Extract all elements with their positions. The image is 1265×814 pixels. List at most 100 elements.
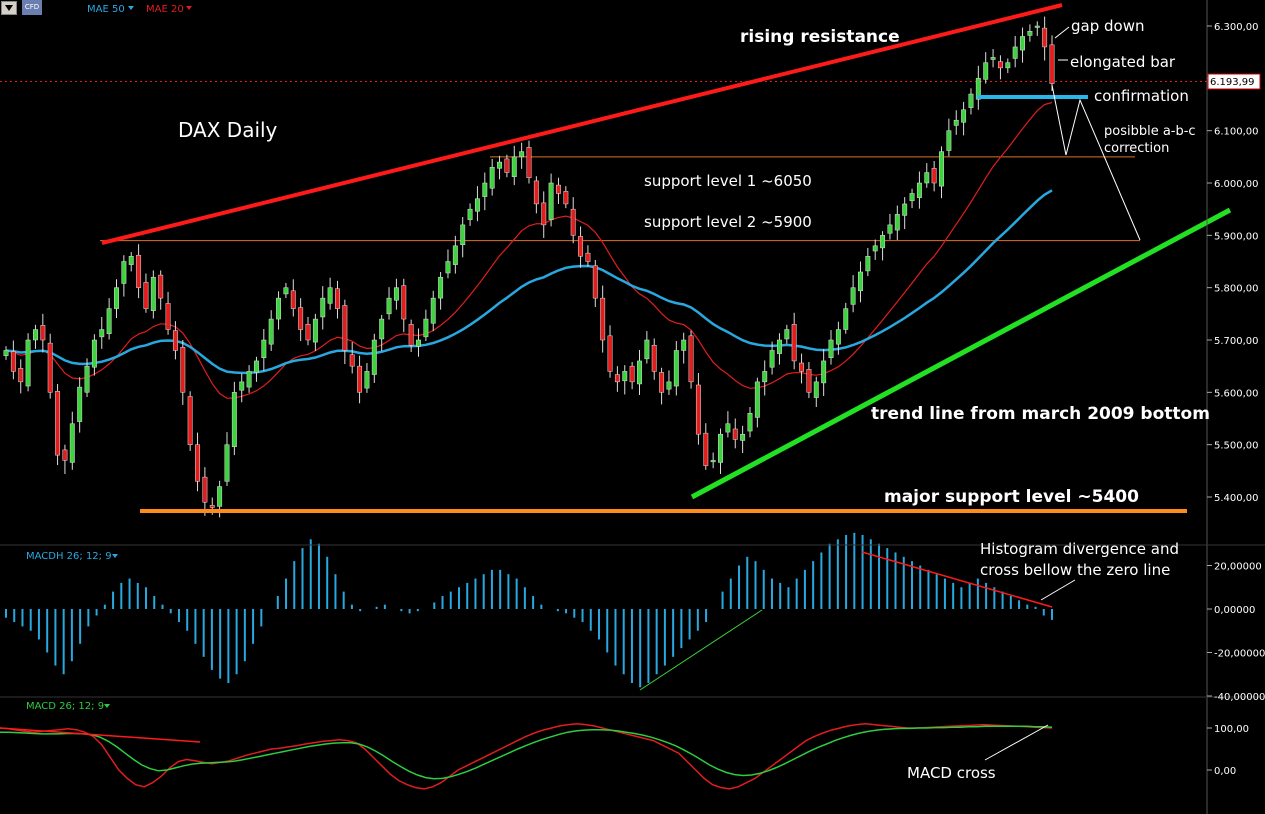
label-major-support: major support level ~5400 [884,487,1139,507]
candle-body [953,119,959,126]
candle-body [563,191,569,205]
candle-body [806,369,812,393]
candle-body [769,350,775,368]
candle-body [276,297,282,320]
legend-macdh[interactable]: MACDH 26; 12; 9 [26,551,112,562]
candle-body [821,360,827,384]
candle-body [224,444,230,482]
label-hist-divergence-1: Histogram divergence and [980,540,1179,558]
candle-body [614,374,620,383]
candle-body [364,371,370,389]
label-rising-resistance: rising resistance [740,27,900,47]
candle-body [622,371,628,382]
candle-body [1042,27,1048,48]
candle-body [909,193,915,202]
candle-body [931,168,937,184]
candle-body [946,130,952,151]
candle-body [799,362,805,372]
candle-body [393,287,399,301]
abc-correction-path [1051,84,1141,241]
candle-body [865,256,871,272]
candle-body [754,381,760,418]
candle-body [695,384,701,435]
macd-axis-tick-label: 0,00 [1214,766,1236,777]
candle-body [489,167,495,189]
candle-body [77,386,83,422]
candle-body [725,423,731,433]
candle-body [452,245,458,265]
candle-body [312,318,318,343]
legend-mae50[interactable]: MAE 50 [87,4,125,15]
candle-body [880,235,886,249]
candle-body [62,449,68,461]
candle-body [1012,46,1018,59]
menu-button[interactable] [1,1,17,15]
candle-body [445,261,451,274]
candle-body [114,287,119,309]
candle-body [106,308,112,334]
legend-mae20[interactable]: MAE 20 [146,4,184,15]
macdh-axis-tick-label: 0,00000 [1214,605,1255,616]
candle-body [172,330,178,351]
mae50-dropdown-icon[interactable] [128,6,134,10]
label-gap-down: gap down [1071,17,1144,35]
candle-body [209,505,215,508]
label-trend-line: trend line from march 2009 bottom [871,404,1210,424]
candle-body [217,486,223,507]
label-support-1: support level 1 ~6050 [644,172,812,190]
candle-body [327,287,333,304]
candle-body [681,339,687,351]
candle-body [136,254,142,288]
legend-macd[interactable]: MACD 26; 12; 9 [26,701,104,712]
label-macd-cross: MACD cross [907,764,996,782]
label-elongated-bar: elongated bar [1070,53,1176,71]
macdh-dropdown-icon[interactable] [112,554,118,558]
macd-dropdown-icon[interactable] [104,704,110,708]
candle-body [298,307,304,330]
candle-body [416,339,421,347]
macd-pane [0,723,1053,790]
candle-body [253,360,259,373]
candle-body [202,476,208,503]
candle-body [283,287,289,295]
candle-body [1034,25,1040,28]
candle-body [335,288,340,309]
candle-body [290,290,296,309]
candle-body [349,354,355,367]
candle-body [740,433,746,441]
candle-body [379,318,385,340]
candle-body [25,339,31,387]
price-axis-tick-label: 6.000,00 [1214,179,1259,190]
candle-body [776,339,782,354]
candle-body [1049,44,1055,84]
candle-body [195,444,200,482]
candle-body [497,161,502,169]
candle-body [975,78,981,100]
candle-body [1027,30,1033,36]
candle-body [33,329,38,341]
price-axis-tick-label: 5.700,00 [1214,336,1259,347]
candle-body [180,347,186,393]
candle-body [548,182,554,220]
candle-body [673,350,679,387]
candle-body [121,261,127,284]
mae20-dropdown-icon[interactable] [186,6,192,10]
candle-body [997,61,1003,69]
candle-body [585,252,591,262]
candle-body [570,208,576,236]
candle-body [843,308,849,330]
candle-body [55,391,61,456]
candle-body [990,57,996,60]
candle-body [18,368,24,383]
candle-body [430,297,436,324]
candle-body [504,158,510,173]
candle-body [762,371,768,383]
candle-body [578,236,584,257]
candle-body [91,339,97,368]
candle-body [718,433,723,463]
macd-cross-pointer [984,724,1049,761]
macdh-pane [5,532,1076,691]
candle-body [99,329,105,338]
